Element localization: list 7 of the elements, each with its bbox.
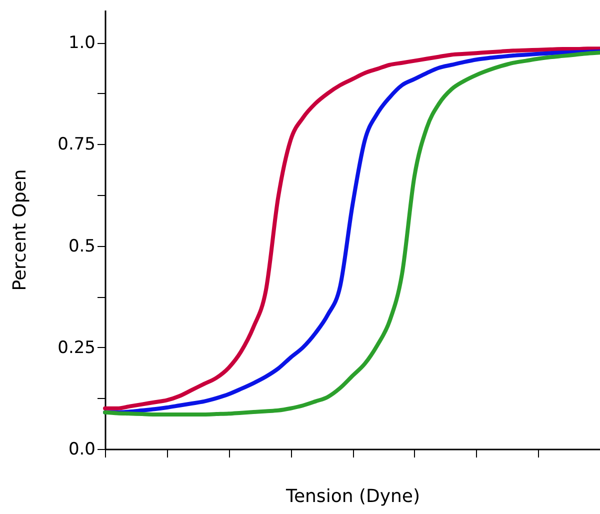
y-axis-title: Percent Open xyxy=(10,169,31,291)
y-tick-label: 0.25 xyxy=(58,338,96,358)
y-tick-label: 0.75 xyxy=(58,134,96,155)
x-axis-title: Tension (Dyne) xyxy=(285,486,420,507)
y-tick-label: 0.5 xyxy=(68,236,96,256)
y-tick-label: 0.0 xyxy=(68,440,96,460)
y-tick-label: 1.0 xyxy=(68,33,96,54)
